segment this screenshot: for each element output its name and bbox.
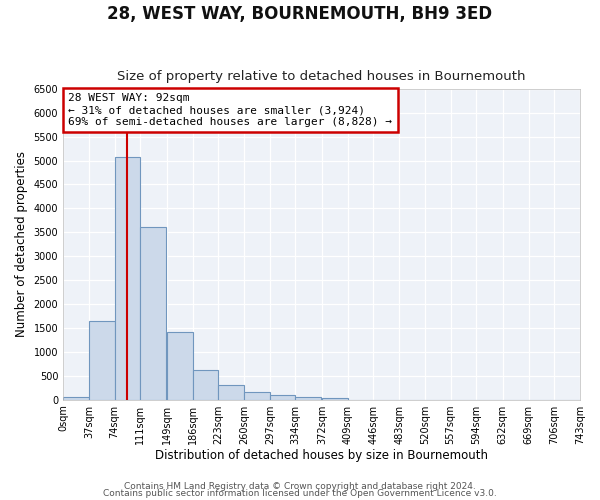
- Bar: [63, 397, 89, 400]
- Bar: [295, 397, 321, 400]
- Bar: [244, 392, 270, 400]
- Bar: [167, 332, 193, 400]
- Bar: [270, 395, 295, 400]
- Bar: [115, 156, 140, 400]
- Bar: [89, 320, 115, 400]
- Text: 28, WEST WAY, BOURNEMOUTH, BH9 3ED: 28, WEST WAY, BOURNEMOUTH, BH9 3ED: [107, 5, 493, 23]
- Title: Size of property relative to detached houses in Bournemouth: Size of property relative to detached ho…: [118, 70, 526, 84]
- Text: 28 WEST WAY: 92sqm
← 31% of detached houses are smaller (3,924)
69% of semi-deta: 28 WEST WAY: 92sqm ← 31% of detached hou…: [68, 94, 392, 126]
- Bar: [322, 398, 347, 400]
- Text: Contains public sector information licensed under the Open Government Licence v3: Contains public sector information licen…: [103, 490, 497, 498]
- Bar: [218, 385, 244, 400]
- Bar: [193, 370, 218, 400]
- Bar: [140, 228, 166, 400]
- Y-axis label: Number of detached properties: Number of detached properties: [15, 151, 28, 337]
- X-axis label: Distribution of detached houses by size in Bournemouth: Distribution of detached houses by size …: [155, 450, 488, 462]
- Text: Contains HM Land Registry data © Crown copyright and database right 2024.: Contains HM Land Registry data © Crown c…: [124, 482, 476, 491]
